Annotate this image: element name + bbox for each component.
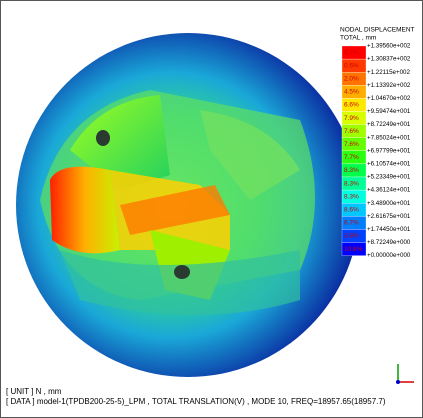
model-render (16, 33, 360, 377)
band-percent: 0.2% (344, 49, 359, 56)
level-label: +9.59474e+001 (367, 108, 411, 115)
level-label: +6.10574e+001 (367, 161, 411, 168)
level-label: +0.00000e+000 (367, 252, 411, 259)
band-percent: 6.6% (344, 102, 359, 109)
band-percent: 4.5% (344, 89, 359, 96)
band-percent: 0.6% (344, 62, 359, 69)
band-percent: 7.7% (344, 154, 359, 161)
level-label: +1.30837e+002 (367, 56, 411, 63)
level-label: +1.22115e+002 (367, 69, 410, 76)
level-label: +8.72249e+001 (367, 121, 411, 128)
band-percent: 3.8% (344, 233, 359, 240)
data-line: [ DATA ] model-1(TPDB200-25-5)_LPM , TOT… (6, 397, 386, 406)
band-percent: 6.7% (344, 220, 359, 227)
band-percent: 7.9% (344, 115, 359, 122)
unit-line: [ UNIT ] N , mm (6, 387, 62, 396)
level-label: +1.04670e+002 (367, 95, 411, 102)
level-label: +6.97799e+001 (367, 147, 411, 154)
level-label: +8.72249e+000 (367, 239, 411, 246)
legend-title: NODAL DISPLACEMENT (340, 27, 415, 34)
level-label: +1.74450e+001 (367, 226, 411, 233)
legend-band (341, 242, 367, 256)
band-percent: 7.6% (344, 128, 359, 135)
level-label: +4.36124e+001 (367, 187, 411, 194)
band-percent: 2.0% (344, 75, 359, 82)
band-percent: 7.6% (344, 141, 359, 148)
level-label: +2.61675e+001 (367, 213, 411, 220)
level-label: +1.39560e+002 (367, 43, 411, 50)
level-label: +3.48900e+001 (367, 200, 411, 207)
band-percent: 10.8% (344, 246, 363, 253)
band-percent: 8.3% (344, 193, 359, 200)
band-percent: 8.6% (344, 206, 359, 213)
axis-triad (396, 364, 414, 384)
legend: NODAL DISPLACEMENT TOTAL , mm 0.2% 0.6% 2.… (340, 27, 415, 260)
band-percent: 8.3% (344, 180, 359, 187)
level-label: +1.13392e+002 (367, 82, 411, 89)
legend-subtitle: TOTAL , mm (340, 35, 376, 42)
level-label: +7.85024e+001 (367, 134, 411, 141)
level-label: +5.23349e+001 (367, 174, 411, 181)
band-percent: 8.3% (344, 167, 359, 174)
